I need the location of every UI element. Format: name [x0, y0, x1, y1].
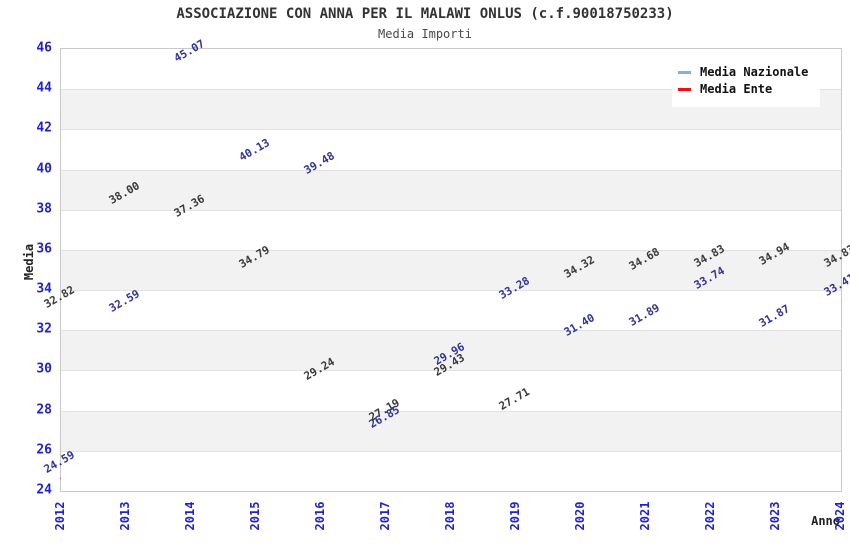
x-tick-label: 2020 [573, 501, 587, 531]
legend-item-media-ente: Media Ente [678, 82, 820, 96]
y-tick-label: 46 [36, 40, 52, 56]
y-tick-label: 38 [36, 201, 52, 217]
legend: Media Nazionale Media Ente [672, 56, 820, 107]
x-tick-label: 2017 [378, 501, 392, 531]
gridline [61, 89, 841, 91]
chart-subtitle: Media Importi [378, 27, 472, 41]
y-tick-label: 24 [36, 482, 52, 498]
x-tick-label: 2014 [183, 501, 197, 531]
gridline [61, 330, 841, 332]
grid-band [61, 450, 841, 491]
gridline [61, 169, 841, 171]
y-tick-label: 30 [36, 361, 52, 377]
chart-title: ASSOCIAZIONE CON ANNA PER IL MALAWI ONLU… [176, 6, 674, 22]
legend-swatch-media-nazionale-icon [678, 70, 691, 74]
x-tick-label: 2016 [313, 501, 327, 531]
y-tick-label: 32 [36, 321, 52, 337]
legend-swatch-media-ente-icon [678, 87, 691, 91]
legend-item-media-nazionale: Media Nazionale [678, 65, 820, 79]
y-tick-label: 44 [36, 80, 52, 96]
y-tick-label: 28 [36, 402, 52, 418]
x-tick-label: 2022 [703, 501, 717, 531]
x-tick-label: 2018 [443, 501, 457, 531]
gridline [61, 370, 841, 372]
gridline [61, 209, 841, 211]
y-tick-label: 40 [36, 161, 52, 177]
gridline [61, 249, 841, 251]
x-tick-label: 2013 [118, 501, 132, 531]
grid-band [61, 410, 841, 451]
gridline [61, 410, 841, 412]
x-tick-label: 2024 [833, 501, 847, 531]
y-tick-label: 36 [36, 241, 52, 257]
x-tick-label: 2019 [508, 501, 522, 531]
gridline [61, 450, 841, 452]
x-tick-label: 2015 [248, 501, 262, 531]
x-tick-label: 2023 [768, 501, 782, 531]
legend-label-media-nazionale: Media Nazionale [700, 65, 809, 79]
x-axis-title: Anno [811, 514, 840, 528]
y-tick-label: 26 [36, 442, 52, 458]
legend-label-media-ente: Media Ente [700, 82, 773, 96]
grid-band [61, 169, 841, 210]
grid-band [61, 330, 841, 371]
grid-band [61, 290, 841, 331]
x-tick-label: 2021 [638, 501, 652, 531]
grid-band [61, 129, 841, 170]
gridline [61, 290, 841, 292]
grid-band [61, 249, 841, 291]
grid-band [61, 209, 841, 250]
grid-band [61, 370, 841, 411]
x-tick-label: 2012 [53, 501, 67, 531]
y-tick-label: 34 [36, 281, 52, 297]
y-tick-label: 42 [36, 120, 52, 136]
plot-area [60, 48, 842, 492]
gridline [61, 129, 841, 131]
